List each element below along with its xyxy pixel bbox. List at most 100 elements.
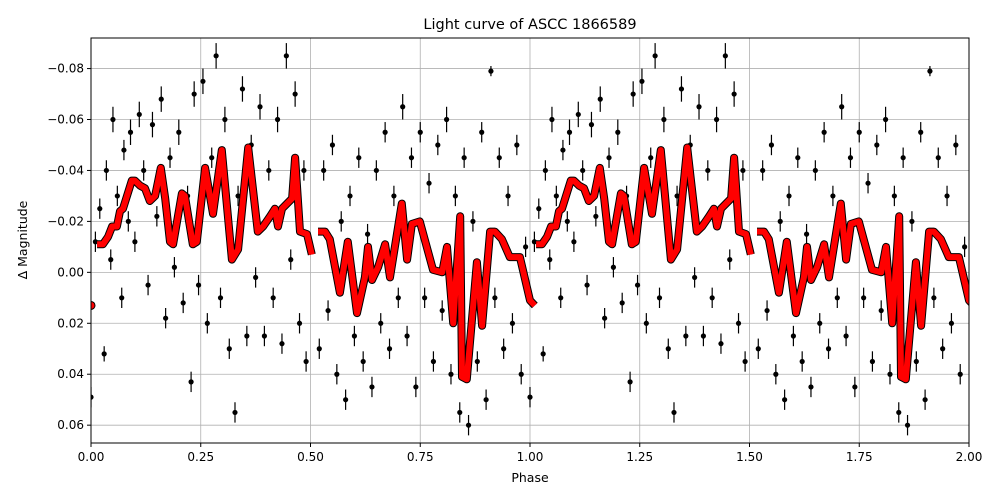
data-point [553, 193, 559, 199]
data-point [692, 274, 698, 281]
data-point [742, 358, 748, 365]
data-point [540, 351, 546, 357]
y-tick-label: −0.08 [47, 62, 84, 76]
data-point [549, 116, 555, 123]
data-point [378, 320, 384, 326]
data-point [325, 307, 331, 314]
data-point [575, 111, 581, 118]
data-point [217, 295, 224, 301]
data-point [718, 341, 724, 347]
data-point [799, 358, 805, 365]
data-point [580, 167, 586, 174]
data-point [488, 68, 494, 74]
data-point [584, 282, 590, 288]
data-point [283, 53, 289, 59]
data-point [292, 91, 298, 97]
data-point [834, 295, 840, 301]
data-point [671, 409, 677, 416]
data-point [777, 218, 783, 224]
data-point [132, 239, 138, 245]
y-tick-label: 0.00 [57, 265, 84, 279]
data-point [373, 167, 379, 174]
data-point [558, 295, 564, 301]
data-point [602, 315, 608, 321]
data-point [773, 371, 779, 377]
data-point [351, 333, 357, 339]
data-point [149, 122, 156, 128]
data-point [408, 155, 415, 161]
data-point [121, 147, 127, 153]
data-point [918, 129, 924, 135]
data-point [136, 111, 142, 118]
data-point [505, 193, 511, 199]
data-point [492, 295, 498, 301]
data-point [839, 104, 845, 110]
data-point [430, 358, 437, 365]
data-point [597, 96, 603, 102]
data-point [448, 371, 454, 377]
data-point [443, 116, 450, 123]
x-tick-label: 2.00 [956, 450, 983, 464]
data-point [896, 409, 902, 416]
chart-title: Light curve of ASCC 1866589 [423, 17, 636, 33]
data-point [821, 129, 827, 135]
data-point [114, 193, 120, 199]
data-point [103, 167, 109, 174]
data-point [509, 320, 516, 326]
data-point [661, 116, 667, 123]
data-point [648, 155, 654, 161]
data-point [195, 282, 202, 288]
data-point [200, 78, 206, 84]
data-point [878, 307, 884, 314]
data-point [869, 358, 876, 365]
data-point [204, 320, 210, 326]
data-point [360, 358, 366, 365]
data-point [226, 346, 232, 352]
model-line [536, 144, 754, 263]
data-point [527, 394, 533, 400]
data-point [523, 244, 529, 250]
model-line [97, 144, 315, 263]
data-point [239, 86, 246, 92]
data-point [652, 53, 658, 59]
data-point [790, 333, 797, 339]
data-point [696, 104, 702, 110]
data-point [303, 358, 309, 365]
data-point [709, 295, 715, 301]
x-tick-label: 1.00 [517, 450, 544, 464]
data-point [656, 295, 663, 301]
data-point [101, 351, 107, 357]
data-point [119, 295, 125, 301]
data-point [479, 129, 485, 135]
data-point [474, 358, 480, 365]
data-point [764, 307, 770, 314]
data-point [817, 320, 823, 326]
data-point [542, 167, 548, 174]
data-point [452, 193, 458, 199]
data-point [619, 300, 625, 306]
data-point [610, 264, 617, 270]
data-point [435, 142, 441, 148]
data-point [795, 155, 801, 161]
data-point [927, 68, 933, 74]
data-point [531, 239, 537, 245]
data-point [465, 422, 472, 428]
data-point [222, 116, 228, 123]
x-tick-label: 1.75 [846, 450, 873, 464]
data-point [627, 379, 633, 385]
data-point [727, 257, 733, 263]
data-point [288, 257, 294, 263]
data-point [141, 167, 147, 174]
data-point [347, 193, 353, 199]
x-axis: 0.00 0.25 0.50 0.75 1.00 1.25 1.50 1.75 2.00 [78, 443, 983, 464]
data-point [639, 78, 645, 84]
data-point [678, 86, 685, 92]
x-tick-label: 1.25 [626, 450, 653, 464]
y-tick-label: 0.04 [57, 367, 84, 381]
data-point [518, 371, 524, 377]
data-point [338, 218, 344, 224]
data-point [188, 379, 194, 385]
data-point [244, 333, 250, 339]
x-tick-label: 0.25 [187, 450, 214, 464]
